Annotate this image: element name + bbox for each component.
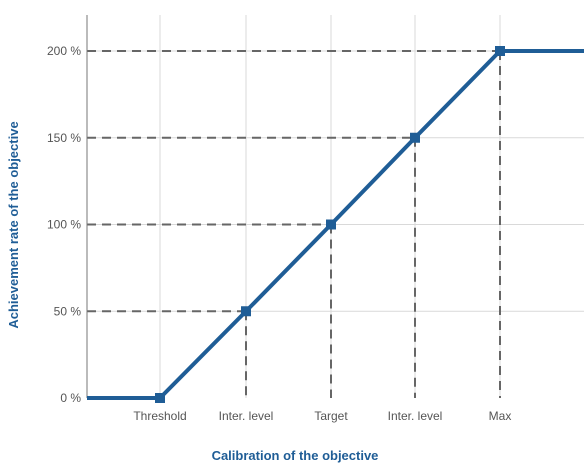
y-tick-label: 0 %: [60, 391, 81, 405]
series: [87, 46, 584, 403]
x-tick-label: Max: [489, 409, 512, 423]
data-point-2: [241, 306, 251, 317]
y-axis-title: Achievement rate of the objective: [6, 121, 21, 328]
grid: [87, 15, 584, 398]
data-point-1: [155, 393, 165, 403]
guide-lines: [87, 50, 501, 398]
x-axis-title: Calibration of the objective: [212, 448, 379, 463]
x-tick-label: Threshold: [133, 409, 186, 423]
x-tick-label: Target: [314, 409, 348, 423]
data-point-3: [326, 219, 336, 230]
y-tick-label: 100 %: [47, 218, 81, 232]
y-tick-label: 200 %: [47, 44, 81, 58]
y-tick-label: 150 %: [47, 131, 81, 145]
data-point-5: [495, 46, 505, 56]
y-tick-label: 50 %: [54, 304, 82, 318]
x-tick-label: Inter. level: [388, 409, 443, 423]
data-point-4: [410, 132, 420, 143]
x-tick-label: Inter. level: [219, 409, 274, 423]
tick-labels: 0 % 50 % 100 % 150 % 200 % Threshold Inter. le…: [47, 44, 511, 423]
